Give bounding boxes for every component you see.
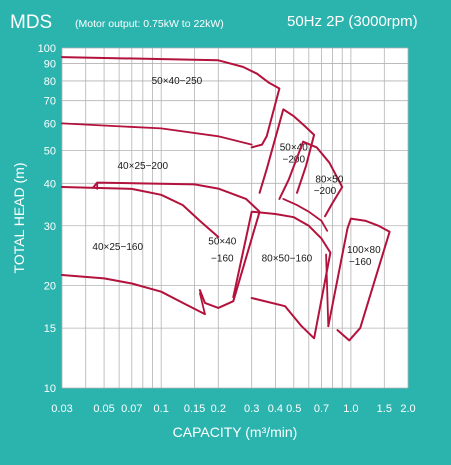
region-boundary <box>278 140 344 218</box>
x-tick-label: 0.07 <box>121 403 142 415</box>
region-label: −160 <box>349 257 372 268</box>
region-label: 40×25−160 <box>92 242 143 253</box>
region-label: 80×50 <box>315 175 344 186</box>
region-boundary <box>61 186 220 238</box>
region-boundary <box>61 274 206 316</box>
region-label: −200 <box>283 154 306 165</box>
motor-output-subtitle: (Motor output: 0.75kW to 22kW) <box>75 18 224 30</box>
x-tick-label: 0.5 <box>286 403 301 415</box>
region-label: 80×50−160 <box>262 254 313 265</box>
x-axis-label: CAPACITY (m³/min) <box>173 424 298 440</box>
region-label: 50×40 <box>280 142 309 153</box>
region-boundary <box>232 210 332 340</box>
region-group: 80×50−200 <box>278 140 344 232</box>
region-boundary <box>258 108 316 194</box>
y-tick-label: 60 <box>44 118 56 130</box>
y-tick-label: 50 <box>44 145 56 157</box>
region-label: 50×40 <box>208 236 237 247</box>
x-tick-label: 1.0 <box>343 403 358 415</box>
x-tick-label: 0.03 <box>51 403 72 415</box>
region-group: 50×40 −160 <box>92 181 261 309</box>
x-tick-label: 0.4 <box>268 403 283 415</box>
y-tick-label: 15 <box>44 323 56 335</box>
y-tick-label: 30 <box>44 221 56 233</box>
region-group: 100×80−160 <box>325 217 391 342</box>
y-tick-label: 20 <box>44 281 56 293</box>
y-tick-label: 40 <box>44 178 56 190</box>
region-curve <box>282 198 329 232</box>
region-group: 50×40−200 <box>258 108 316 194</box>
frequency-speed-spec: 50Hz 2P (3000rpm) <box>287 13 418 30</box>
region-label: 100×80 <box>347 245 381 256</box>
region-boundary <box>327 217 391 342</box>
region-group: 40×25−160 <box>61 242 206 316</box>
y-tick-label: 80 <box>44 76 56 88</box>
y-axis-label: TOTAL HEAD (m) <box>11 163 27 274</box>
region-group: 80×50−160 <box>232 210 332 340</box>
y-tick-label: 10 <box>44 383 56 395</box>
x-tick-label: 0.7 <box>314 403 329 415</box>
x-tick-label: 0.15 <box>184 403 205 415</box>
region-boundary <box>61 56 281 149</box>
region-label: −200 <box>314 186 337 197</box>
region-curve <box>325 253 330 328</box>
x-tick-label: 1.5 <box>377 403 392 415</box>
region-label: −160 <box>211 254 234 265</box>
region-boundary <box>92 181 261 309</box>
region-label: 40×25−200 <box>117 161 168 172</box>
y-tick-label: 70 <box>44 96 56 108</box>
y-tick-label: 90 <box>44 59 56 71</box>
x-tick-label: 0.2 <box>211 403 226 415</box>
x-tick-label: 0.05 <box>93 403 114 415</box>
region-label: 50×40−250 <box>152 76 203 87</box>
y-tick-label: 100 <box>38 43 56 55</box>
x-tick-label: 0.1 <box>154 403 169 415</box>
plot-area <box>62 48 408 388</box>
region-curve <box>61 122 253 146</box>
region-group: 50×40−250 <box>61 56 281 149</box>
x-tick-label: 2.0 <box>400 403 415 415</box>
region-curve <box>199 292 206 315</box>
model-title: MDS <box>10 12 53 33</box>
x-tick-label: 0.3 <box>244 403 259 415</box>
